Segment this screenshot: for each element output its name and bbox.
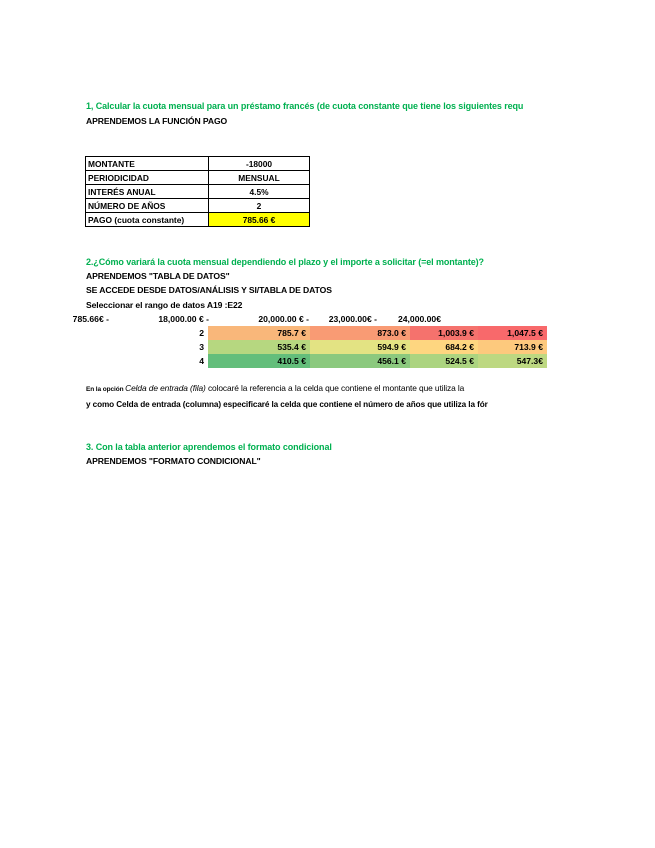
table-row: 3 535.4 €594.9 €684.2 €713.9 € [160, 340, 547, 354]
years-cell[interactable]: 2 [199, 328, 204, 338]
note-italic: Celda de entrada (fila) [125, 383, 206, 393]
section1-title: 1, Calcular la cuota mensual para un pré… [86, 101, 524, 111]
payment-cell[interactable]: 535.4 € [208, 340, 310, 354]
section2-line2: SE ACCEDE DESDE DATOS/ANÁLISIS Y SI/TABL… [86, 285, 332, 295]
table-row: NÚMERO DE AÑOS 2 [85, 198, 310, 213]
payment-cell[interactable]: 785.7 € [208, 326, 310, 340]
table-row: PAGO (cuota constante) 785.66 € [85, 212, 310, 227]
note-line2: y como Celda de entrada (columna) especi… [86, 400, 488, 409]
table-row: PERIODICIDAD MENSUAL [85, 170, 310, 185]
years-cell[interactable]: 4 [199, 356, 204, 366]
loan-value[interactable]: -18000 [208, 156, 310, 171]
loan-label: INTERÉS ANUAL [85, 184, 209, 199]
payment-cell[interactable]: 410.5 € [208, 354, 310, 368]
payment-cell[interactable]: 547.3€ [478, 354, 547, 368]
table-row: MONTANTE -18000 [85, 156, 310, 171]
header-cell[interactable]: 24,000.00€ [397, 314, 441, 324]
section1-subtitle: APRENDEMOS LA FUNCIÓN PAGO [86, 116, 228, 126]
table-row: 4 410.5 €456.1 €524.5 €547.3€ [160, 354, 547, 368]
section2-line3: Seleccionar el rango de datos A19 :E22 [86, 300, 243, 310]
payment-cell[interactable]: 594.9 € [310, 340, 410, 354]
note-prefix: En la opción [86, 386, 126, 393]
loan-value[interactable]: 4.5% [208, 184, 310, 199]
payment-cell[interactable]: 456.1 € [310, 354, 410, 368]
header-cell[interactable]: 23,000.00€ - [328, 314, 377, 324]
payment-cell[interactable]: 1,047.5 € [478, 326, 547, 340]
note-line1: En la opción Celda de entrada (fila) col… [86, 383, 464, 393]
loan-value[interactable]: MENSUAL [208, 170, 310, 185]
note-rest: colocaré la referencia a la celda que co… [205, 383, 465, 393]
loan-label: MONTANTE [85, 156, 209, 171]
loan-label: PAGO (cuota constante) [85, 212, 209, 227]
section3-subtitle: APRENDEMOS "FORMATO CONDICIONAL" [86, 456, 261, 466]
years-cell[interactable]: 3 [199, 342, 204, 352]
payment-cell[interactable]: 684.2 € [410, 340, 478, 354]
table-row: 2 785.7 €873.0 €1,003.9 €1,047.5 € [160, 326, 547, 340]
loan-label: PERIODICIDAD [85, 170, 209, 185]
header-cell[interactable]: 785.66€ - [72, 314, 109, 324]
section3-title: 3. Con la tabla anterior aprendemos el f… [86, 442, 332, 452]
section2-title: 2.¿Cómo variará la cuota mensual dependi… [86, 257, 484, 267]
table-row: INTERÉS ANUAL 4.5% [85, 184, 310, 199]
loan-value[interactable]: 2 [208, 198, 310, 213]
header-cell[interactable]: 20,000.00 € - [258, 314, 309, 324]
loan-table: MONTANTE -18000 PERIODICIDAD MENSUAL INTER… [85, 156, 310, 227]
payment-cell[interactable]: 524.5 € [410, 354, 478, 368]
section2-line1: APRENDEMOS "TABLA DE DATOS" [86, 271, 230, 281]
payment-cell[interactable]: 713.9 € [478, 340, 547, 354]
data-table: 2 785.7 €873.0 €1,003.9 €1,047.5 € 3 535.4 … [160, 326, 547, 368]
payment-cell[interactable]: 873.0 € [310, 326, 410, 340]
loan-label: NÚMERO DE AÑOS [85, 198, 209, 213]
header-cell[interactable]: 18,000.00 € - [158, 314, 209, 324]
payment-cell[interactable]: 1,003.9 € [410, 326, 478, 340]
payment-value[interactable]: 785.66 € [208, 212, 310, 227]
